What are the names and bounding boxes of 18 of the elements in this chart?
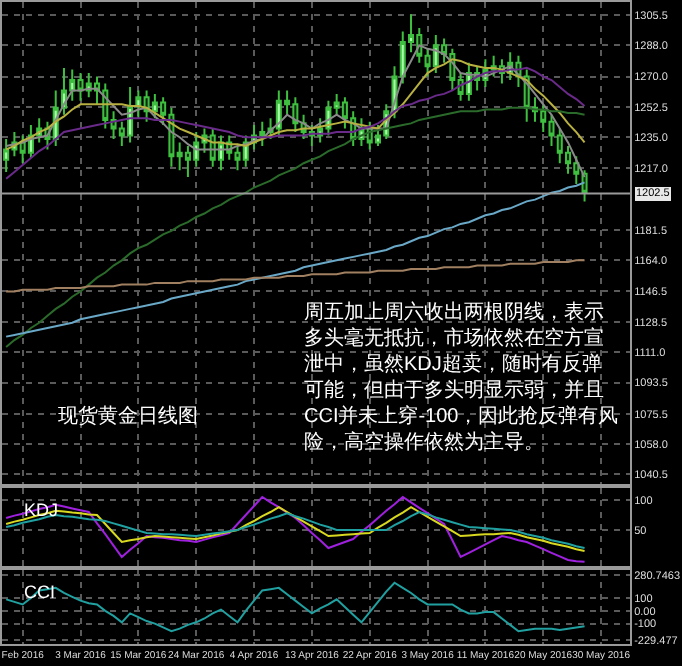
annotation: 周五加上周六收出两根阴线，表示多头毫无抵抗，市场依然在空方宣泄中，虽然KDJ超卖，随时有反弹可能，但由于多头明显示弱，并且CCI并未上穿-100，因此抢反弹有风险，高空操作依然为主导。 xyxy=(304,300,619,454)
candlestick xyxy=(151,92,158,120)
candlestick xyxy=(234,144,241,172)
candlestick xyxy=(275,89,282,137)
candlestick xyxy=(135,89,142,120)
line-series xyxy=(5,44,586,179)
line-series xyxy=(5,496,586,563)
candlestick xyxy=(292,96,299,134)
line-series xyxy=(5,58,586,151)
line-series xyxy=(5,106,586,349)
line-series xyxy=(5,66,586,180)
line-series xyxy=(5,259,586,293)
candlestick xyxy=(259,120,266,147)
candlestick xyxy=(432,33,439,75)
line-series xyxy=(5,581,586,633)
candlestick xyxy=(77,72,84,102)
candlestick xyxy=(3,137,10,173)
annotation: 现货黄金日线图 xyxy=(58,404,198,428)
